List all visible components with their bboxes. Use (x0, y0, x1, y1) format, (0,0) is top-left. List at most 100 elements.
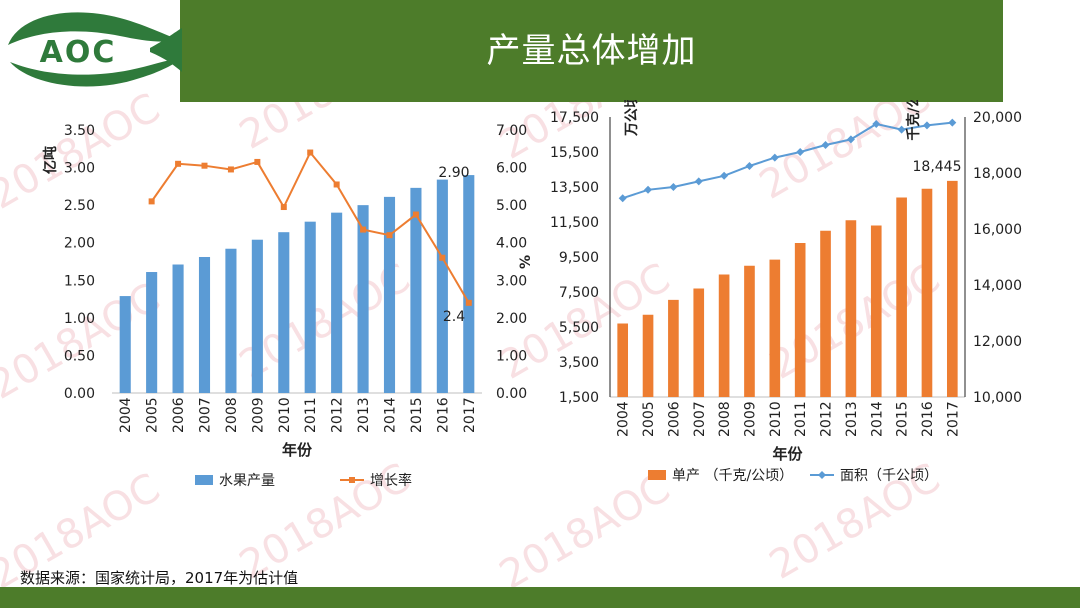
y-tick-label-right: 10,000 (973, 390, 1022, 406)
bar (357, 205, 369, 393)
y-tick-label-left: 15,500 (550, 145, 599, 161)
line-marker (948, 118, 957, 127)
line-marker (465, 299, 472, 306)
legend-label-bar: 单产 （千克/公顷） (672, 468, 793, 484)
legend-label-bar: 水果产量 (219, 473, 275, 489)
x-tick-label: 2011 (303, 397, 319, 433)
x-tick-label: 2013 (356, 397, 372, 433)
line-marker (770, 153, 779, 162)
data-label: 2.90 (438, 165, 469, 181)
bar (845, 220, 857, 397)
y-tick-label-left: 3.50 (64, 123, 95, 139)
x-tick-label: 2004 (118, 397, 134, 433)
legend-label-line: 面积（千公顷） (840, 468, 938, 484)
bar (870, 225, 882, 397)
x-tick-label: 2005 (641, 401, 657, 437)
x-tick-label: 2015 (409, 397, 425, 433)
y-tick-label-right: 3.00 (496, 273, 527, 289)
x-axis-title: 年份 (282, 441, 313, 459)
y-tick-label-left: 2.50 (64, 198, 95, 214)
y-axis-title-left: 万公顷 (624, 100, 640, 137)
line-marker (148, 198, 155, 205)
aoc-logo: AOC (8, 12, 182, 87)
yield-area-chart: 1,500 3,500 5,500 7,500 9,500 11,500 13,500 15,… (550, 100, 1022, 484)
x-tick-label: 2014 (869, 401, 885, 437)
bar (331, 212, 343, 393)
x-tick-label: 2009 (742, 401, 758, 437)
x-tick-label: 2005 (145, 397, 161, 433)
x-tick-label: 2012 (819, 401, 835, 437)
line-marker (201, 162, 208, 169)
bar (668, 299, 679, 397)
legend-marker (818, 471, 826, 479)
bar (198, 256, 211, 393)
data-label: 2.4 (443, 309, 465, 325)
fruit-output-chart: 0.00 0.50 1.00 1.50 2.00 2.50 3.00 3.50 0.00 1.00… (42, 123, 534, 489)
y-tick-label-left: 2.00 (64, 236, 95, 252)
bar (410, 187, 422, 393)
bar (718, 274, 730, 397)
line-marker (872, 120, 881, 128)
page-title: 产量总体增加 (486, 31, 697, 71)
legend-swatch-bar (195, 475, 213, 485)
x-tick-label: 2017 (945, 401, 961, 437)
bar (896, 197, 907, 397)
x-axis-title: 年份 (772, 445, 803, 463)
bar (251, 239, 263, 393)
legend-label-line: 增长率 (370, 472, 412, 489)
bar (383, 196, 396, 393)
y-axis-title-left: 亿吨 (42, 146, 59, 174)
y-tick-label-right: 2.00 (496, 311, 527, 327)
line-marker (307, 149, 314, 156)
bar (119, 296, 131, 393)
legend-swatch-bar (648, 470, 666, 480)
x-tick-label: 2007 (692, 401, 708, 437)
line-marker (846, 135, 855, 144)
y-tick-label-left: 0.50 (64, 348, 95, 364)
line-marker (227, 166, 234, 173)
y-tick-label-right: 6.00 (496, 161, 527, 177)
bar (172, 264, 184, 393)
legend-marker (349, 477, 355, 483)
x-tick-label: 2006 (666, 401, 682, 437)
y-tick-label-right: 7.00 (496, 123, 527, 139)
line-marker (333, 181, 340, 188)
line-marker (644, 185, 653, 194)
x-tick-label: 2016 (435, 397, 451, 433)
header-bar (180, 0, 1003, 102)
y-tick-label-left: 7,500 (559, 285, 599, 301)
y-tick-label-right: 14,000 (973, 278, 1022, 294)
series-line (622, 121, 953, 200)
x-tick-label: 2008 (224, 397, 240, 433)
bar (617, 323, 629, 397)
y-tick-label-right: 4.00 (496, 236, 527, 252)
line-marker (386, 232, 393, 239)
y-tick-label-left: 17,500 (550, 110, 599, 126)
logo-text: AOC (40, 35, 117, 70)
line-marker (412, 211, 419, 218)
line-marker (745, 162, 754, 170)
line-marker (669, 183, 678, 191)
x-tick-label: 2014 (383, 397, 399, 433)
data-source-note: 数据来源：国家统计局，2017年为估计值 (20, 569, 299, 587)
y-tick-label-right: 20,000 (973, 110, 1022, 126)
line-marker (922, 121, 931, 130)
line-marker (694, 177, 703, 186)
y-tick-label-right: 0.00 (496, 386, 527, 402)
y-tick-label-left: 1.50 (64, 273, 95, 289)
line-marker (280, 204, 287, 211)
y-tick-label-left: 1,500 (559, 390, 599, 406)
y-tick-label-left: 3.00 (64, 161, 95, 177)
bar (642, 314, 654, 397)
y-axis-title-right: 千克/公顷 (905, 100, 922, 141)
y-tick-label-left: 0.00 (64, 386, 95, 402)
x-tick-label: 2015 (895, 401, 911, 437)
x-tick-label: 2008 (717, 401, 733, 437)
x-tick-label: 2007 (198, 397, 214, 433)
bar (794, 243, 806, 397)
bar (769, 259, 781, 397)
bar (278, 232, 290, 393)
x-tick-label: 2009 (250, 397, 266, 433)
x-tick-label: 2013 (844, 401, 860, 437)
x-tick-label: 2010 (277, 397, 293, 433)
